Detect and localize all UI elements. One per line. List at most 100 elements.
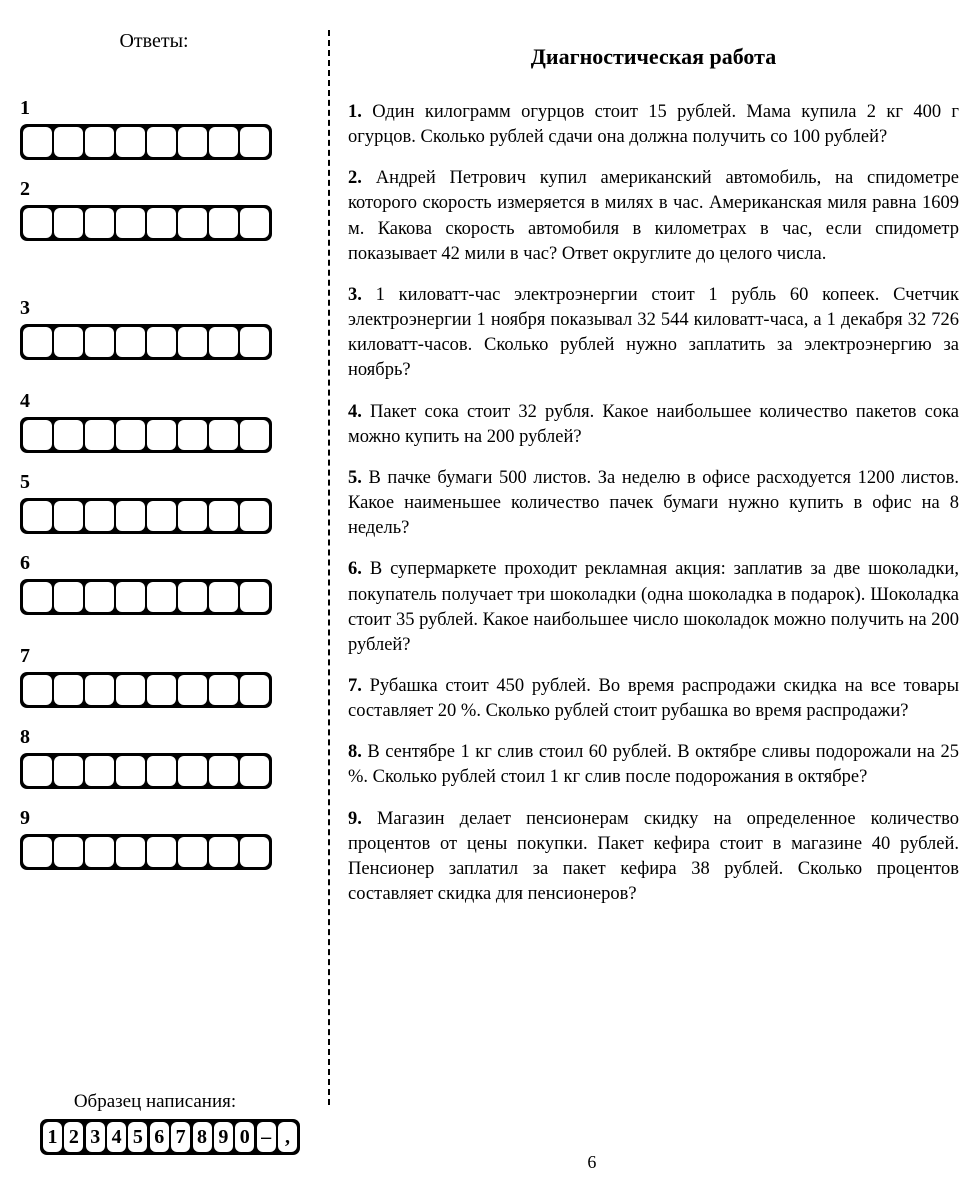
problem: 9. Магазин делает пенсионерам скидку на … — [348, 807, 959, 908]
answer-cell[interactable] — [209, 837, 238, 867]
answer-cell[interactable] — [116, 582, 145, 612]
answer-cell[interactable] — [85, 837, 114, 867]
answer-cell[interactable] — [116, 127, 145, 157]
sample-block: Образец написания: 1234567890–, — [40, 1091, 300, 1155]
answer-cell[interactable] — [178, 127, 207, 157]
answer-cell[interactable] — [147, 208, 176, 238]
problem: 2. Андрей Петрович купил американский ав… — [348, 166, 959, 267]
answer-cell[interactable] — [85, 675, 114, 705]
sample-cell: 4 — [107, 1122, 126, 1152]
answer-cell[interactable] — [240, 582, 269, 612]
answer-cell[interactable] — [116, 837, 145, 867]
answer-cell[interactable] — [23, 675, 52, 705]
answer-cell[interactable] — [85, 327, 114, 357]
answer-cell[interactable] — [147, 756, 176, 786]
answer-cell[interactable] — [209, 127, 238, 157]
answer-cell[interactable] — [85, 756, 114, 786]
answer-cell[interactable] — [178, 420, 207, 450]
answer-block: 1 — [20, 97, 308, 160]
answer-cell[interactable] — [147, 127, 176, 157]
answer-cell[interactable] — [209, 756, 238, 786]
answer-cell[interactable] — [116, 420, 145, 450]
answer-cell[interactable] — [23, 837, 52, 867]
answer-cell[interactable] — [116, 327, 145, 357]
answer-number: 9 — [20, 807, 308, 830]
problem-text: В пачке бумаги 500 листов. За неделю в о… — [348, 468, 959, 538]
answer-cell[interactable] — [85, 208, 114, 238]
answer-cell[interactable] — [85, 420, 114, 450]
answer-cell[interactable] — [23, 127, 52, 157]
answer-number: 7 — [20, 645, 308, 668]
problem-number: 5. — [348, 468, 368, 488]
problem-text: В сентябре 1 кг слив стоил 60 рублей. В … — [348, 742, 959, 787]
sample-cell: 6 — [150, 1122, 169, 1152]
answer-cell[interactable] — [116, 501, 145, 531]
sample-label: Образец написания: — [40, 1091, 300, 1113]
answer-cell[interactable] — [209, 208, 238, 238]
answer-cell[interactable] — [178, 675, 207, 705]
answer-cell[interactable] — [209, 327, 238, 357]
answer-cell[interactable] — [178, 208, 207, 238]
answer-cell[interactable] — [116, 756, 145, 786]
answer-cell[interactable] — [240, 837, 269, 867]
answer-cell[interactable] — [54, 208, 83, 238]
answer-block: 3 — [20, 297, 308, 360]
answer-cell[interactable] — [85, 582, 114, 612]
answer-cell[interactable] — [54, 420, 83, 450]
answer-cell[interactable] — [147, 582, 176, 612]
worksheet-page: Ответы: 123456789 Образец написания: 123… — [0, 0, 979, 1191]
problem-text: Андрей Петрович купил американский автом… — [348, 168, 959, 263]
answer-cell[interactable] — [23, 756, 52, 786]
answer-cell[interactable] — [54, 582, 83, 612]
answer-cell[interactable] — [85, 127, 114, 157]
answer-cell[interactable] — [116, 208, 145, 238]
answer-cell[interactable] — [209, 501, 238, 531]
answer-cell[interactable] — [178, 327, 207, 357]
answer-cell[interactable] — [147, 501, 176, 531]
answer-cell[interactable] — [23, 582, 52, 612]
answer-cell[interactable] — [209, 675, 238, 705]
answer-cell[interactable] — [209, 582, 238, 612]
spacer — [20, 378, 308, 390]
answer-cell[interactable] — [240, 208, 269, 238]
answer-cell[interactable] — [54, 327, 83, 357]
answer-cell[interactable] — [147, 837, 176, 867]
answer-cell[interactable] — [240, 756, 269, 786]
answer-cell[interactable] — [147, 675, 176, 705]
problem-number: 2. — [348, 168, 376, 188]
sample-cell: 2 — [64, 1122, 83, 1152]
answer-cell[interactable] — [23, 420, 52, 450]
answer-cell[interactable] — [240, 420, 269, 450]
problem-number: 8. — [348, 742, 367, 762]
answer-cell[interactable] — [209, 420, 238, 450]
answer-cell[interactable] — [85, 501, 114, 531]
answer-cell[interactable] — [178, 756, 207, 786]
sample-cell: 7 — [171, 1122, 190, 1152]
answer-cell[interactable] — [240, 127, 269, 157]
answer-cell[interactable] — [178, 837, 207, 867]
answer-cell[interactable] — [178, 501, 207, 531]
problem: 5. В пачке бумаги 500 листов. За неделю … — [348, 466, 959, 541]
answer-cell[interactable] — [23, 208, 52, 238]
answer-cell[interactable] — [54, 837, 83, 867]
answer-cell[interactable] — [147, 420, 176, 450]
problem-text: 1 киловатт-час электроэнергии стоит 1 ру… — [348, 285, 959, 380]
problem-number: 1. — [348, 102, 372, 122]
answer-cell[interactable] — [240, 675, 269, 705]
problem-number: 6. — [348, 559, 370, 579]
answer-cell[interactable] — [116, 675, 145, 705]
answer-cell[interactable] — [240, 327, 269, 357]
answer-cell[interactable] — [178, 582, 207, 612]
sample-cell: – — [257, 1122, 276, 1152]
problem-text: В супермаркете проходит рекламная акция:… — [348, 559, 959, 654]
answer-cell[interactable] — [54, 127, 83, 157]
answer-cell[interactable] — [23, 327, 52, 357]
answer-cell[interactable] — [147, 327, 176, 357]
answer-cell-row — [20, 205, 272, 241]
answer-cell[interactable] — [54, 756, 83, 786]
answer-cell[interactable] — [240, 501, 269, 531]
answer-cell[interactable] — [54, 501, 83, 531]
answer-cell[interactable] — [23, 501, 52, 531]
sample-cell: 1 — [43, 1122, 62, 1152]
answer-cell[interactable] — [54, 675, 83, 705]
